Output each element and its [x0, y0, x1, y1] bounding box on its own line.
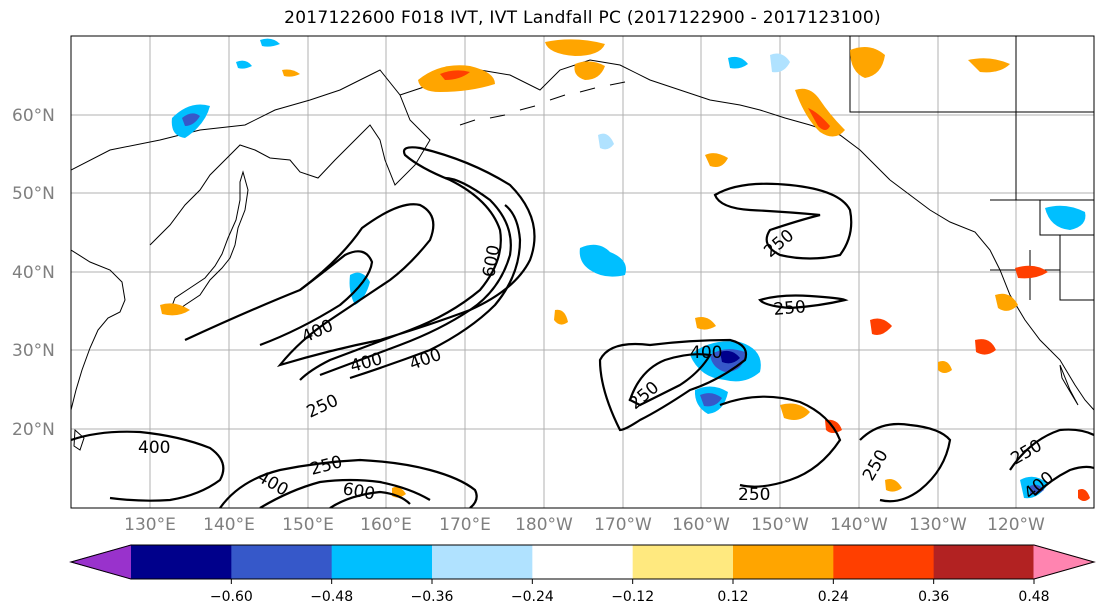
lat-label: 50°N: [12, 184, 55, 204]
colorbar-segments: [69, 544, 1096, 580]
lon-label: 170°W: [594, 515, 652, 535]
colorbar-segment: [632, 545, 734, 579]
colorbar-segment: [331, 545, 433, 579]
colorbar-extend-max: [1033, 544, 1096, 580]
colorbar-segment: [833, 545, 935, 579]
colorbar-segment: [231, 545, 333, 579]
colorbar-segment: [933, 545, 1035, 579]
colorbar-tick-label: 0.24: [818, 589, 849, 601]
colorbar-tick-label: 0.48: [1018, 589, 1049, 601]
colorbar-tick-label: 0.12: [717, 589, 748, 601]
colorbar-tick-label: −0.12: [611, 589, 654, 601]
gridlines: [71, 36, 1094, 508]
lon-label: 150°E: [282, 515, 334, 535]
colorbar-extend-min: [69, 544, 132, 580]
colorbar-segment: [733, 545, 834, 579]
map-title: 2017122600 F018 IVT, IVT Landfall PC (20…: [284, 8, 881, 28]
lon-label: 140°E: [203, 515, 255, 535]
lon-label: 140°W: [830, 515, 888, 535]
map-panel: 400 400 400 600 250 250 250 400 250 250 …: [70, 35, 1095, 509]
lat-label: 40°N: [12, 263, 55, 283]
lon-label: 150°W: [751, 515, 809, 535]
lon-label: 130°E: [124, 515, 176, 535]
lon-label: 160°W: [672, 515, 730, 535]
contour-label: 400: [138, 438, 170, 458]
lat-label: 20°N: [12, 420, 55, 440]
latitude-labels: 60°N 50°N 40°N 30°N 20°N: [12, 106, 55, 440]
colorbar-segment: [432, 545, 533, 579]
colorbar-tick-label: −0.36: [411, 589, 454, 601]
colorbar-tick-label: 0.36: [918, 589, 949, 601]
longitude-labels: 130°E 140°E 150°E 160°E 170°E 180°W 170°…: [124, 515, 1045, 535]
contour-label: 250: [773, 297, 807, 320]
colorbar-tick-label: −0.60: [210, 589, 253, 601]
colorbar: −0.60 −0.48 −0.36 −0.24 −0.12 0.12 0.24 0.36 0.4…: [69, 544, 1096, 601]
colorbar-tick-label: −0.24: [511, 589, 554, 601]
colorbar-segment: [532, 545, 634, 579]
ivt-contours: [71, 146, 1094, 508]
lon-label: 130°W: [909, 515, 967, 535]
lon-label: 170°E: [439, 515, 491, 535]
lat-label: 30°N: [12, 341, 55, 361]
lat-label: 60°N: [12, 106, 55, 126]
contour-label: 400: [690, 343, 722, 363]
colorbar-ticks: −0.60 −0.48 −0.36 −0.24 −0.12 0.12 0.24 0.36 0.4…: [210, 579, 1050, 601]
colorbar-tick-label: −0.48: [310, 589, 353, 601]
lon-label: 120°W: [987, 515, 1045, 535]
colorbar-segment: [131, 545, 232, 579]
lon-label: 160°E: [360, 515, 412, 535]
contour-label: 250: [738, 485, 770, 505]
colorbar-outline: [69, 544, 1096, 580]
lon-label: 180°W: [515, 515, 573, 535]
shaded-anomalies: [160, 38, 1090, 501]
